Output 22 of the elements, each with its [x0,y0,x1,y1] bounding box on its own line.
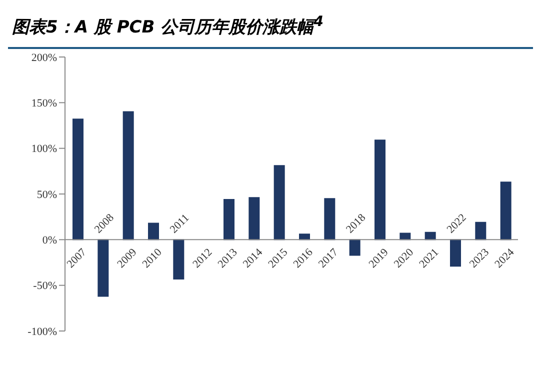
bar [248,196,260,240]
bar [374,139,386,240]
y-tick-label: 0% [42,234,57,246]
bar [500,181,512,240]
bar [349,238,360,256]
bar [475,221,486,240]
bar [98,238,109,296]
y-tick-label: 100% [31,142,57,155]
y-tick-label: 150% [31,97,57,110]
bar [148,222,159,240]
y-tick-label: 50% [36,188,57,201]
bar [324,198,336,240]
bar [224,198,234,240]
bar [72,118,84,240]
bar [122,110,134,240]
bar [274,164,285,240]
bar [173,238,184,280]
y-tick-label: 200% [31,52,57,64]
chart-title: 图表5：A 股 PCB 公司历年股价涨跌幅$^{4}$ [8,8,533,49]
y-tick-label: -50% [33,280,57,292]
bar [450,238,461,266]
y-tick-label: -100% [28,326,57,338]
